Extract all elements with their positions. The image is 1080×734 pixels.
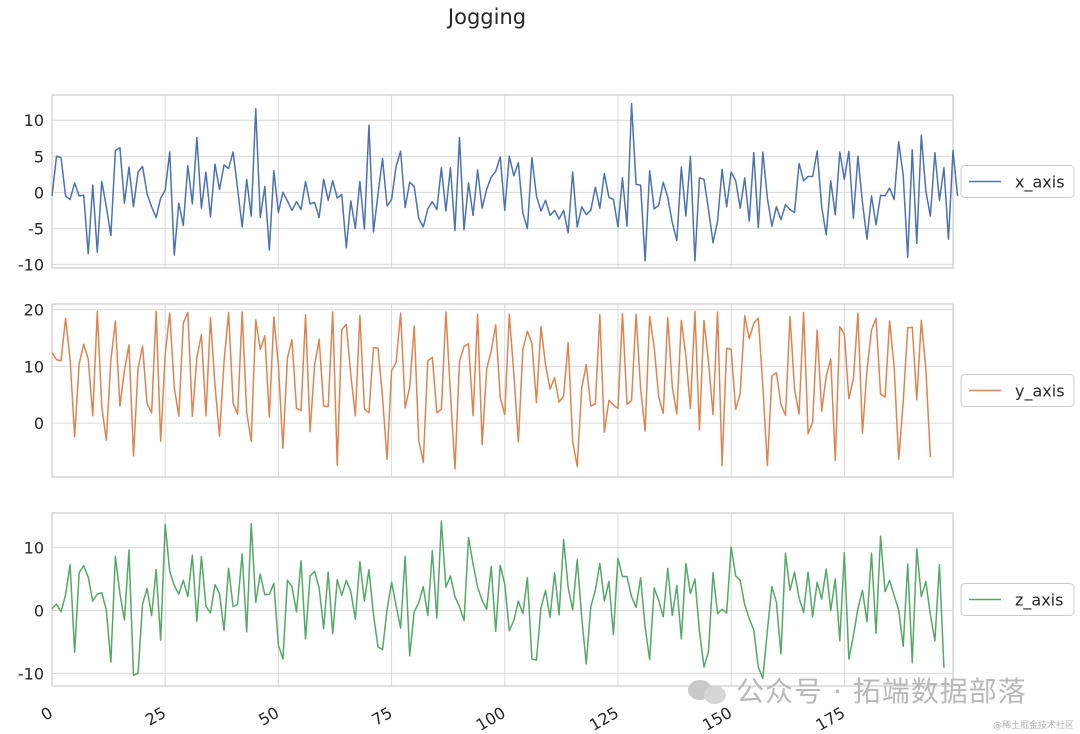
subplot-x_axis: 10 5 0 -5 -10 x_axis: [18, 94, 1075, 274]
watermark-credit: @稀土掘金技术社区: [992, 721, 1074, 731]
legend-box: [960, 374, 1075, 407]
series-line-y_axis: [51, 310, 932, 470]
plot-frame: [51, 94, 954, 269]
legend-label: x_axis: [1015, 173, 1065, 193]
y-tick-label: -5: [28, 219, 44, 238]
y-tick-label: 20: [24, 301, 44, 320]
watermark-text: 公众号 · 拓端数据部落: [736, 675, 1027, 708]
y-tick-label: -10: [18, 255, 44, 274]
y-tick-label: 10: [24, 111, 44, 130]
y-tick-label: -10: [18, 664, 44, 683]
series-line-z_axis: [51, 520, 945, 680]
x-tick-label: 100: [473, 703, 509, 734]
x-tick-label: 50: [255, 703, 282, 730]
y-tick-label: 0: [34, 414, 44, 433]
legend-label: y_axis: [1015, 382, 1065, 402]
wechat-icon: [688, 676, 728, 704]
y-tick-label: 10: [24, 539, 44, 558]
legend-x_axis: x_axis: [960, 165, 1075, 198]
subplots: 10 5 0 -5 -10 x_axis 20 10 0 y_axis 10 0 -10 z_axis: [18, 94, 1075, 687]
chart-title: Jogging: [446, 5, 526, 29]
legend-y_axis: y_axis: [960, 374, 1075, 407]
series-line-x_axis: [51, 102, 959, 262]
plot-frame: [51, 512, 954, 687]
y-tick-label: 0: [34, 183, 44, 202]
x-tick-label: 25: [142, 703, 169, 730]
plot-frame: [51, 303, 954, 478]
subplot-y_axis: 20 10 0 y_axis: [24, 301, 1075, 478]
legend-z_axis: z_axis: [960, 583, 1075, 616]
legend-box: [960, 165, 1075, 198]
x-tick-label: 0: [38, 703, 56, 725]
x-tick-label: 75: [368, 703, 395, 730]
legend-box: [960, 583, 1075, 616]
y-tick-label: 5: [34, 147, 44, 166]
y-tick-label: 10: [24, 357, 44, 376]
y-tick-label: 0: [34, 602, 44, 621]
watermark: 公众号 · 拓端数据部落: [688, 670, 1027, 710]
x-tick-label: 125: [586, 703, 622, 734]
legend-label: z_axis: [1015, 591, 1063, 611]
subplot-z_axis: 10 0 -10 z_axis: [18, 512, 1075, 687]
